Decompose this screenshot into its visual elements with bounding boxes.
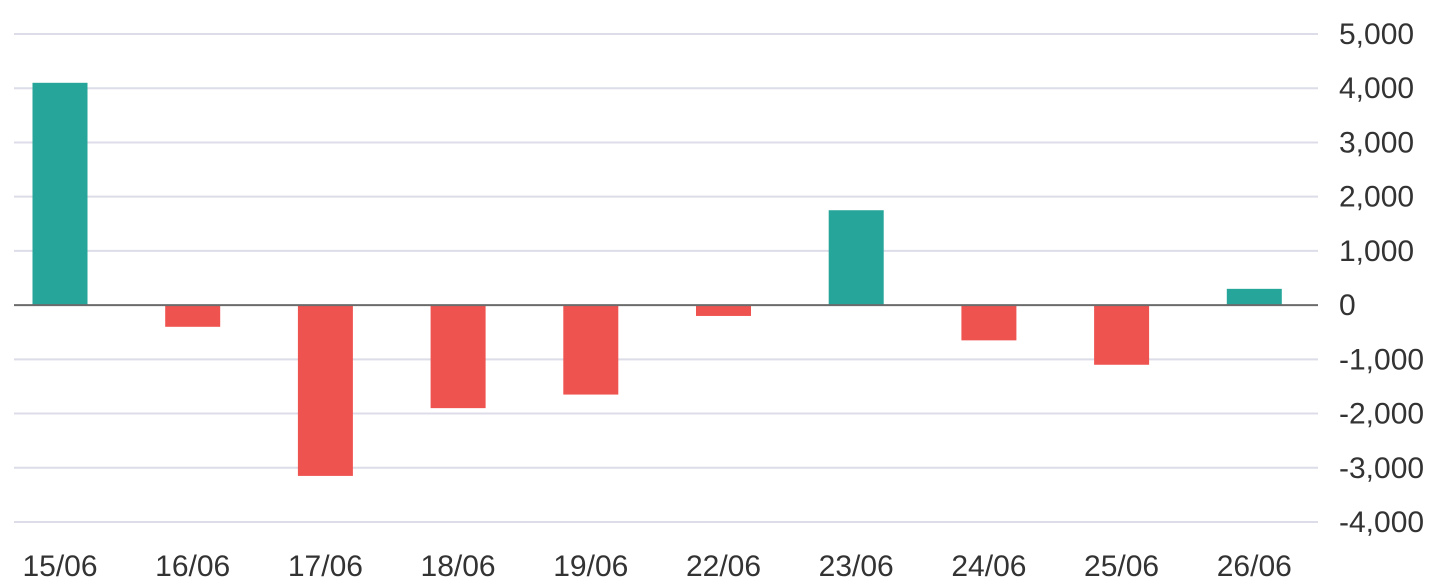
y-axis-ticks: 5,000 4,000 3,000 2,000 1,000 0 -1,000 -2,000 -3… [1339, 18, 1424, 539]
bar-22-06 [696, 305, 751, 316]
x-tick-label: 22/06 [686, 550, 761, 580]
y-tick-label: -2,000 [1339, 398, 1424, 431]
x-tick-label: 18/06 [421, 550, 496, 580]
x-tick-label: 15/06 [22, 550, 97, 580]
bar-24-06 [961, 305, 1017, 341]
y-tick-label: 0 [1339, 289, 1356, 322]
bar-18-06 [430, 305, 486, 409]
bar-16-06 [165, 305, 221, 327]
y-tick-label: -3,000 [1339, 452, 1424, 485]
y-tick-label: 4,000 [1339, 72, 1414, 105]
x-tick-label: 24/06 [951, 550, 1026, 580]
y-tick-label: 1,000 [1339, 235, 1414, 268]
x-tick-label: 26/06 [1217, 550, 1292, 580]
bar-19-06 [563, 305, 619, 395]
bar-15-06 [32, 82, 88, 306]
y-tick-label: 5,000 [1339, 18, 1414, 51]
x-tick-label: 17/06 [288, 550, 363, 580]
x-axis-ticks: 15/06 16/06 17/06 18/06 19/06 22/06 23/06 24/06… [22, 550, 1291, 580]
bar-25-06 [1094, 305, 1150, 365]
bar-26-06 [1226, 288, 1282, 306]
x-tick-label: 19/06 [553, 550, 628, 580]
x-tick-label: 16/06 [155, 550, 230, 580]
x-tick-label: 23/06 [819, 550, 894, 580]
y-tick-label: -4,000 [1339, 506, 1424, 539]
y-tick-label: 3,000 [1339, 126, 1414, 159]
bar-17-06 [297, 305, 353, 476]
y-tick-label: -1,000 [1339, 343, 1424, 376]
bar-23-06 [828, 210, 884, 306]
bars [32, 82, 1282, 476]
y-tick-label: 2,000 [1339, 181, 1414, 214]
gridlines [14, 33, 1318, 523]
x-tick-label: 25/06 [1084, 550, 1159, 580]
